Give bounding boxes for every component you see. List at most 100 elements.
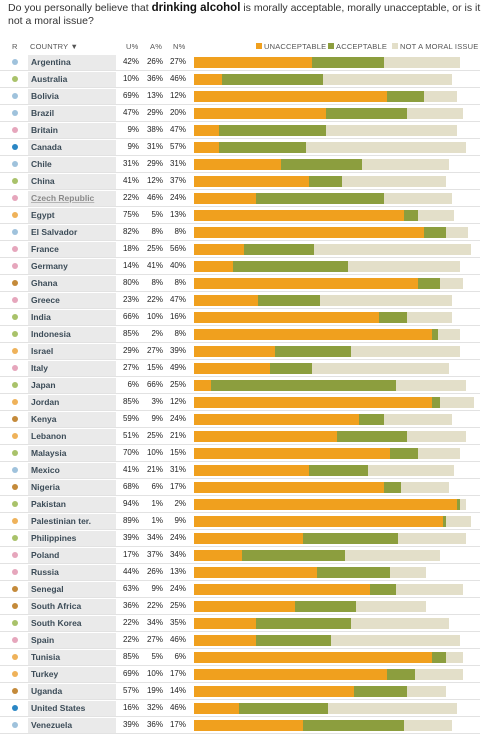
table-row[interactable]: Egypt 75% 5% 13% xyxy=(0,207,491,224)
country-name[interactable]: Britain xyxy=(31,125,58,135)
table-row[interactable]: Senegal 63% 9% 24% xyxy=(0,581,491,598)
table-row[interactable]: Philippines 39% 34% 24% xyxy=(0,530,491,547)
table-row[interactable]: Brazil 47% 29% 20% xyxy=(0,105,491,122)
country-cell-background xyxy=(28,667,116,683)
country-name[interactable]: France xyxy=(31,244,59,254)
unacceptable-column-header[interactable]: U% xyxy=(126,42,139,51)
country-name[interactable]: Venezuela xyxy=(31,720,73,730)
row-divider xyxy=(0,631,480,632)
table-row[interactable]: Italy 27% 15% 49% xyxy=(0,360,491,377)
table-row[interactable]: South Korea 22% 34% 35% xyxy=(0,615,491,632)
country-name[interactable]: Argentina xyxy=(31,57,71,67)
country-name[interactable]: Lebanon xyxy=(31,431,67,441)
not-moral-percent: 47% xyxy=(169,295,186,304)
table-row[interactable]: China 41% 12% 37% xyxy=(0,173,491,190)
unacceptable-percent: 44% xyxy=(122,567,139,576)
bar-unacceptable xyxy=(194,567,318,578)
country-name[interactable]: Germany xyxy=(31,261,68,271)
country-name[interactable]: Philippines xyxy=(31,533,77,543)
country-name[interactable]: Mexico xyxy=(31,465,60,475)
country-name[interactable]: Czech Republic xyxy=(31,193,95,203)
country-name[interactable]: Senegal xyxy=(31,584,64,594)
table-row[interactable]: Russia 44% 26% 13% xyxy=(0,564,491,581)
table-row[interactable]: Chile 31% 29% 31% xyxy=(0,156,491,173)
table-row[interactable]: El Salvador 82% 8% 8% xyxy=(0,224,491,241)
table-row[interactable]: Canada 9% 31% 57% xyxy=(0,139,491,156)
table-row[interactable]: France 18% 25% 56% xyxy=(0,241,491,258)
country-name[interactable]: India xyxy=(31,312,51,322)
table-row[interactable]: United States 16% 32% 46% xyxy=(0,700,491,717)
table-row[interactable]: Pakistan 94% 1% 2% xyxy=(0,496,491,513)
table-row[interactable]: Uganda 57% 19% 14% xyxy=(0,683,491,700)
country-name[interactable]: Brazil xyxy=(31,108,55,118)
country-name[interactable]: Ghana xyxy=(31,278,58,288)
acceptable-column-header[interactable]: A% xyxy=(150,42,163,51)
country-cell-background xyxy=(28,225,116,241)
table-row[interactable]: Australia 10% 36% 46% xyxy=(0,71,491,88)
table-row[interactable]: Spain 22% 27% 46% xyxy=(0,632,491,649)
row-divider xyxy=(0,665,480,666)
country-name[interactable]: Poland xyxy=(31,550,60,560)
country-name[interactable]: Israel xyxy=(31,346,54,356)
country-cell-background xyxy=(28,429,116,445)
country-name[interactable]: Spain xyxy=(31,635,55,645)
table-row[interactable]: Venezuela 39% 36% 17% xyxy=(0,717,491,734)
table-row[interactable]: Germany 14% 41% 40% xyxy=(0,258,491,275)
country-name[interactable]: El Salvador xyxy=(31,227,78,237)
table-row[interactable]: South Africa 36% 22% 25% xyxy=(0,598,491,615)
country-name[interactable]: Bolivia xyxy=(31,91,59,101)
country-name[interactable]: Indonesia xyxy=(31,329,71,339)
not-moral-percent: 15% xyxy=(169,448,186,457)
country-name[interactable]: Turkey xyxy=(31,669,59,679)
row-divider xyxy=(0,376,480,377)
country-name[interactable]: Japan xyxy=(31,380,56,390)
country-name[interactable]: Chile xyxy=(31,159,52,169)
country-column-header[interactable]: COUNTRY ▼ xyxy=(30,42,79,51)
bar-unacceptable xyxy=(194,244,245,255)
table-row[interactable]: Nigeria 68% 6% 17% xyxy=(0,479,491,496)
table-row[interactable]: Israel 29% 27% 39% xyxy=(0,343,491,360)
country-name[interactable]: South Africa xyxy=(31,601,82,611)
country-name[interactable]: China xyxy=(31,176,55,186)
country-name[interactable]: Italy xyxy=(31,363,49,373)
table-row[interactable]: Turkey 69% 10% 17% xyxy=(0,666,491,683)
country-name[interactable]: Tunisia xyxy=(31,652,61,662)
country-name[interactable]: Jordan xyxy=(31,397,60,407)
country-name[interactable]: Pakistan xyxy=(31,499,66,509)
country-name[interactable]: Uganda xyxy=(31,686,63,696)
country-name[interactable]: Egypt xyxy=(31,210,55,220)
country-name[interactable]: Canada xyxy=(31,142,62,152)
country-name[interactable]: Kenya xyxy=(31,414,57,424)
table-row[interactable]: Mexico 41% 21% 31% xyxy=(0,462,491,479)
table-row[interactable]: Lebanon 51% 25% 21% xyxy=(0,428,491,445)
not-moral-column-header[interactable]: N% xyxy=(173,42,186,51)
table-row[interactable]: Jordan 85% 3% 12% xyxy=(0,394,491,411)
table-row[interactable]: Ghana 80% 8% 8% xyxy=(0,275,491,292)
table-row[interactable]: Kenya 59% 9% 24% xyxy=(0,411,491,428)
table-row[interactable]: Malaysia 70% 10% 15% xyxy=(0,445,491,462)
region-column-header[interactable]: R xyxy=(12,42,18,51)
country-name[interactable]: Nigeria xyxy=(31,482,60,492)
region-dot xyxy=(12,637,18,643)
table-row[interactable]: Tunisia 85% 5% 6% xyxy=(0,649,491,666)
table-row[interactable]: Czech Republic 22% 46% 24% xyxy=(0,190,491,207)
country-name[interactable]: South Korea xyxy=(31,618,82,628)
table-row[interactable]: Indonesia 85% 2% 8% xyxy=(0,326,491,343)
country-name[interactable]: Australia xyxy=(31,74,68,84)
table-row[interactable]: Bolivia 69% 13% 12% xyxy=(0,88,491,105)
table-row[interactable]: Japan 6% 66% 25% xyxy=(0,377,491,394)
table-row[interactable]: Palestinian ter. 89% 1% 9% xyxy=(0,513,491,530)
table-row[interactable]: Poland 17% 37% 34% xyxy=(0,547,491,564)
table-row[interactable]: India 66% 10% 16% xyxy=(0,309,491,326)
table-row[interactable]: Britain 9% 38% 47% xyxy=(0,122,491,139)
bar-acceptable xyxy=(233,261,348,272)
country-name[interactable]: Russia xyxy=(31,567,59,577)
bar-not-moral xyxy=(418,210,455,221)
bar-acceptable xyxy=(255,618,351,629)
country-name[interactable]: Malaysia xyxy=(31,448,67,458)
table-row[interactable]: Greece 23% 22% 47% xyxy=(0,292,491,309)
table-row[interactable]: Argentina 42% 26% 27% xyxy=(0,54,491,71)
country-name[interactable]: United States xyxy=(31,703,86,713)
country-name[interactable]: Greece xyxy=(31,295,60,305)
country-name[interactable]: Palestinian ter. xyxy=(31,516,91,526)
